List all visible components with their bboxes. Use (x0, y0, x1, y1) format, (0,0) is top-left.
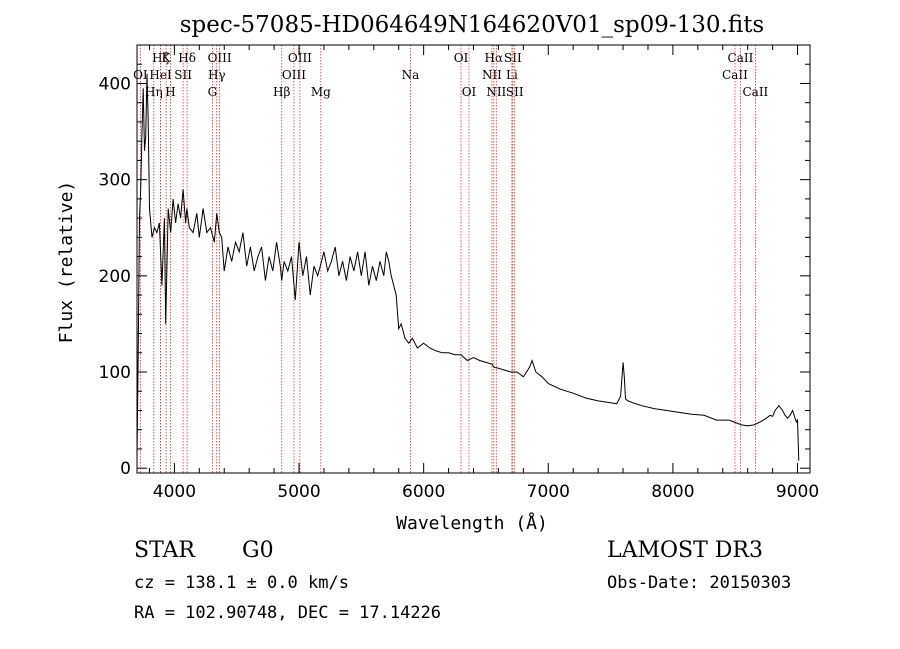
line-label-11: Hβ (273, 85, 290, 99)
line-label-8: OIII (208, 51, 232, 65)
line-label-9: Hγ (208, 68, 226, 82)
y-axis-label: Flux (relative) (56, 181, 77, 344)
y-tick-label-200: 200 (99, 267, 131, 287)
line-label-23: SII (506, 85, 524, 99)
plot-frame (136, 44, 811, 474)
x-axis-label: Wavelength (Å) (396, 512, 548, 534)
line-label-25: CaII (728, 51, 754, 65)
line-label-16: OI (454, 51, 469, 65)
line-label-19: Hα (485, 51, 504, 65)
line-label-7: Hδ (178, 51, 196, 65)
line-label-14: Mg (311, 85, 331, 99)
y-tick-label-0: 0 (120, 459, 131, 479)
line-label-1: Hη (145, 85, 163, 99)
line-label-22: SII (504, 51, 522, 65)
y-tick-label-300: 300 (99, 171, 131, 191)
spectral-subclass: G0 (242, 538, 274, 563)
x-tick-label-9000: 9000 (776, 482, 819, 502)
x-tick-label-6000: 6000 (402, 482, 445, 502)
line-label-5: H (165, 85, 175, 99)
observation-date: Obs-Date: 20150303 (607, 573, 792, 593)
line-label-17: OI (462, 85, 477, 99)
chart-title: spec-57085-HD064649N164620V01_sp09-130.f… (180, 12, 765, 38)
line-label-18: NII (482, 68, 502, 82)
x-tick-label-8000: 8000 (651, 482, 694, 502)
spectrum-line (136, 73, 800, 461)
x-tick-label-4000: 4000 (153, 482, 196, 502)
x-tick-label-5000: 5000 (277, 482, 320, 502)
sky-coordinates: RA = 102.90748, DEC = 17.14226 (134, 603, 442, 623)
line-label-15: Na (402, 68, 420, 82)
line-label-20: NII (486, 85, 506, 99)
y-tick-label-100: 100 (99, 363, 131, 383)
survey-name: LAMOST DR3 (607, 538, 763, 563)
y-tick-label-400: 400 (99, 74, 131, 94)
x-tick-label-7000: 7000 (527, 482, 570, 502)
line-label-6: SII (174, 68, 192, 82)
line-label-4: K (162, 51, 172, 65)
line-label-10: G (208, 85, 218, 99)
redshift-velocity: cz = 138.1 ± 0.0 km/s (134, 573, 349, 593)
line-label-0: OI (133, 68, 148, 82)
line-label-24: CaII (722, 68, 748, 82)
line-label-12: OIII (282, 68, 306, 82)
line-label-13: OIII (288, 51, 312, 65)
line-label-21: Li (506, 68, 518, 82)
object-type: STAR (134, 538, 195, 563)
line-label-26: CaII (742, 85, 768, 99)
axis-ticks: 4000 5000 6000 7000 8000 9000 0 100 200 300 400 (99, 45, 819, 502)
line-label-3: HeI (149, 68, 172, 82)
